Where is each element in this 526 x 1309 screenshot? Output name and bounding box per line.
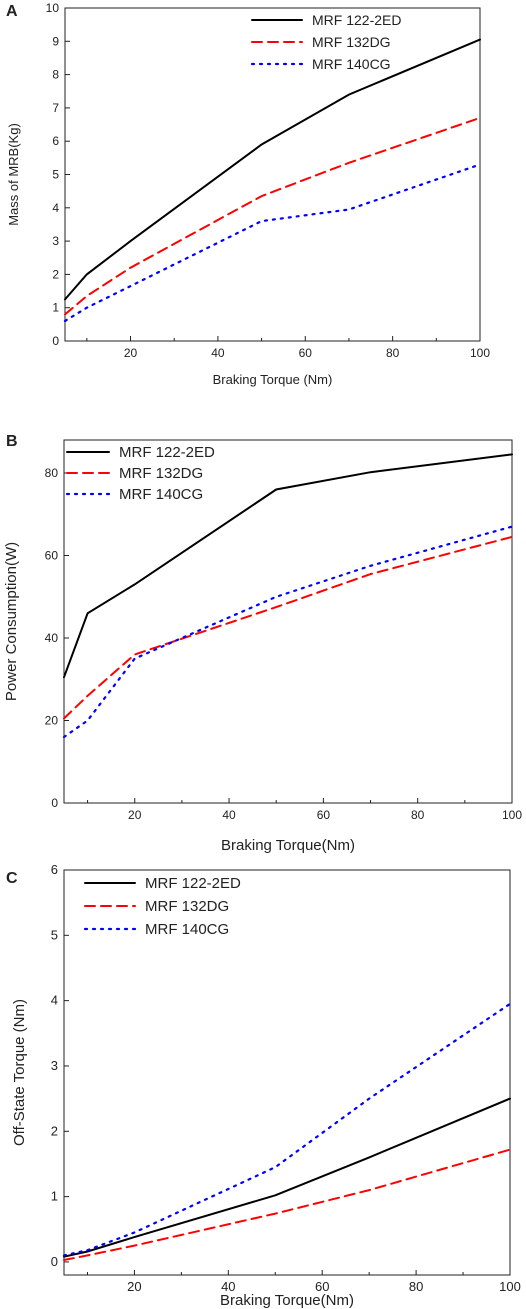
x-tick-label: 80: [386, 346, 400, 360]
panel-label: C: [6, 870, 18, 887]
y-tick-label: 2: [52, 267, 59, 281]
x-tick-label: 100: [499, 1279, 521, 1294]
y-tick-label: 5: [51, 927, 58, 942]
series-line-mrf-122-2ed: [64, 38, 481, 301]
legend-label: MRF 122-2ED: [119, 444, 215, 461]
y-axis-title: Power Consumption(W): [3, 542, 20, 701]
x-axis-title: Braking Torque (Nm): [213, 372, 333, 387]
y-tick-label: 4: [51, 993, 58, 1008]
x-axis-title: Braking Torque(Nm): [221, 837, 355, 854]
x-tick-label: 100: [502, 808, 522, 822]
x-tick-label: 40: [211, 346, 225, 360]
y-tick-label: 6: [52, 134, 59, 148]
x-tick-label: 20: [128, 808, 142, 822]
chart-panel-c: C 20 40 60 80 100 0 1 2 3 4 5 6 Braking Torque(Nm) Off…: [6, 862, 521, 1309]
y-tick-label: 5: [52, 168, 59, 182]
y-tick-label: 6: [51, 862, 58, 877]
plot-frame: [64, 7, 481, 342]
series-line-mrf-122-2ed: [63, 453, 513, 679]
legend-label: MRF 140CG: [119, 486, 203, 503]
y-axis-title: Off-State Torque (Nm): [11, 999, 28, 1146]
series-line-mrf-122-2ed: [63, 1097, 511, 1258]
y-tick-label: 4: [52, 201, 59, 215]
x-tick-label: 40: [221, 1279, 235, 1294]
series-line-mrf-132dg: [63, 1148, 511, 1261]
x-tick-label: 80: [409, 1279, 423, 1294]
panel-label: A: [6, 3, 18, 20]
legend-label: MRF 132DG: [312, 34, 391, 50]
x-tick-label: 60: [315, 1279, 329, 1294]
y-tick-label: 7: [52, 101, 59, 115]
legend-label: MRF 132DG: [145, 898, 229, 915]
y-tick-label: 0: [51, 796, 58, 810]
plot-frame: [63, 869, 511, 1276]
x-axis-title: Braking Torque(Nm): [220, 1292, 354, 1309]
y-tick-label: 1: [51, 1189, 58, 1204]
y-tick-label: 1: [52, 301, 59, 315]
x-tick-label: 80: [411, 808, 425, 822]
y-tick-label: 3: [51, 1058, 58, 1073]
series-line-mrf-140cg: [62, 525, 514, 739]
x-tick-label: 20: [124, 346, 138, 360]
y-tick-label: 20: [45, 714, 59, 728]
x-tick-label: 60: [299, 346, 313, 360]
x-tick-label: 20: [127, 1279, 141, 1294]
chart-panel-b: B 20 40 60 80 100 0 20 40 60 80 Braking Torque(Nm) P…: [3, 433, 522, 854]
series-line-mrf-132dg: [63, 535, 513, 720]
y-tick-label: 8: [52, 68, 59, 82]
legend-label: MRF 140CG: [312, 56, 391, 72]
y-tick-label: 0: [51, 1254, 58, 1269]
chart-panel-a: A 20 40 60 80 100 0 1 2 3 4 5 6 7 8 9 10 Braking Torque (…: [6, 1, 490, 387]
series-line-mrf-132dg: [64, 116, 481, 316]
series-line-mrf-140cg: [62, 1002, 512, 1257]
legend-label: MRF 132DG: [119, 465, 203, 482]
legend-label: MRF 122-2ED: [145, 875, 241, 892]
y-tick-label: 80: [45, 466, 59, 480]
y-tick-label: 10: [46, 1, 60, 15]
y-tick-label: 2: [51, 1123, 58, 1138]
x-tick-label: 40: [222, 808, 236, 822]
y-tick-label: 9: [52, 34, 59, 48]
plot-frame: [63, 439, 513, 804]
x-tick-label: 60: [317, 808, 331, 822]
panel-label: B: [6, 433, 18, 450]
x-tick-label: 100: [470, 346, 490, 360]
y-tick-label: 0: [52, 334, 59, 348]
y-axis-title: Mass of MRB(Kg): [6, 123, 21, 226]
legend-label: MRF 122-2ED: [312, 12, 401, 28]
y-tick-label: 3: [52, 234, 59, 248]
y-tick-label: 60: [45, 549, 59, 563]
legend-label: MRF 140CG: [145, 921, 229, 938]
y-tick-label: 40: [45, 631, 59, 645]
